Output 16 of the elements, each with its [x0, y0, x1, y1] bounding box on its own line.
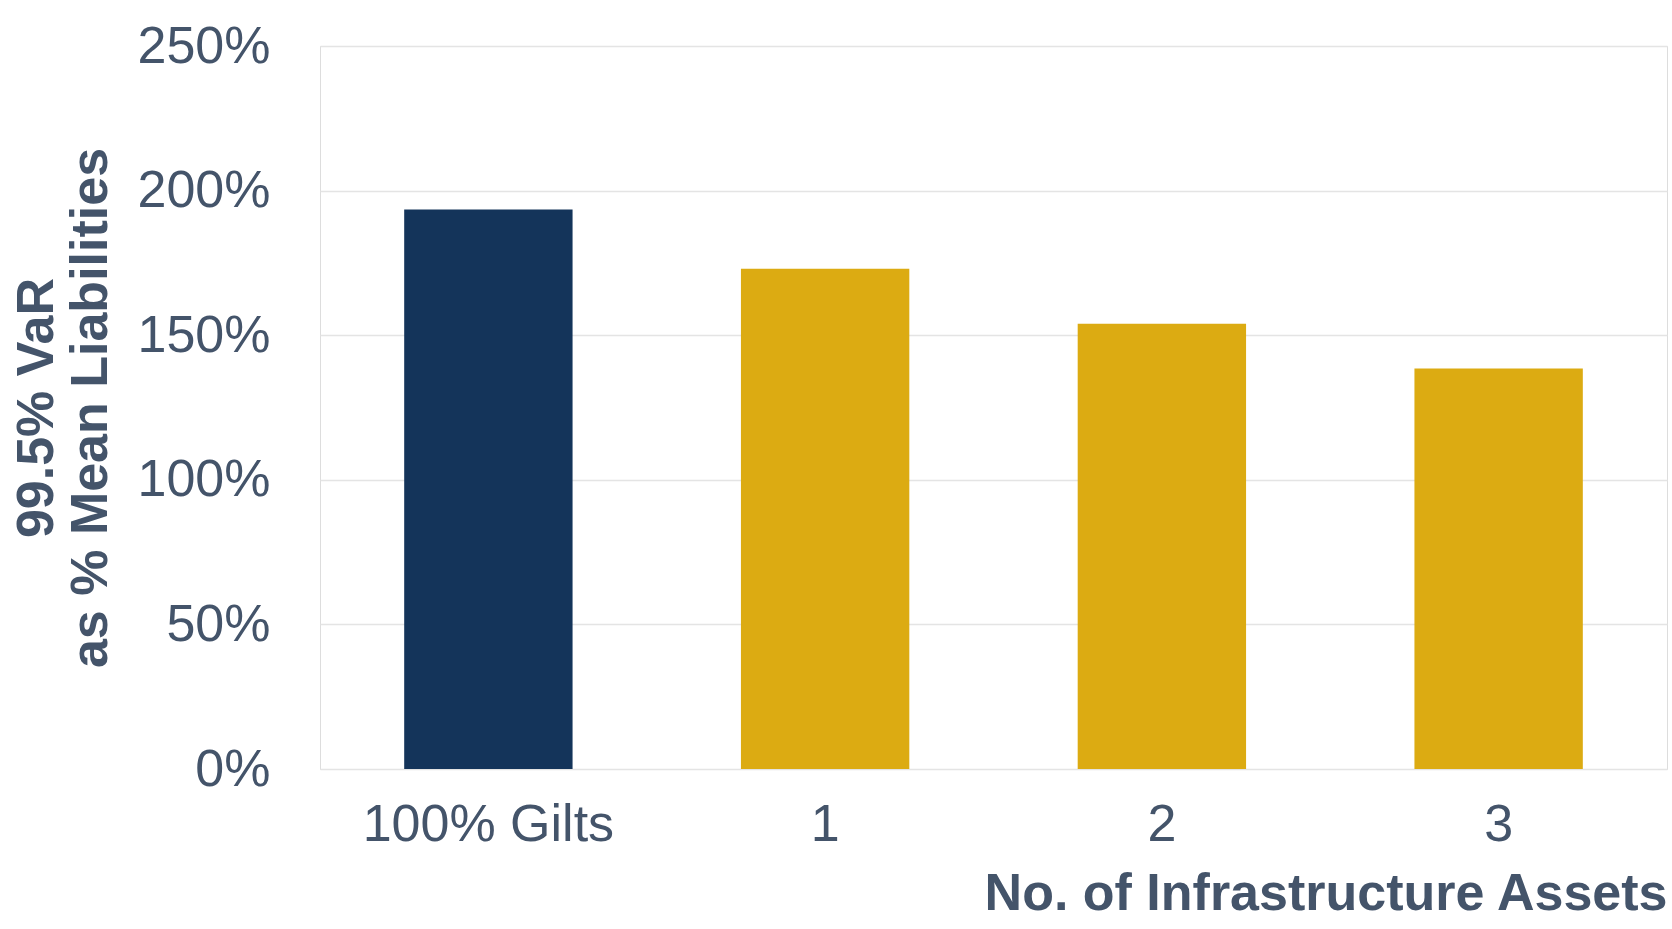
y-tick-label: 50%	[166, 593, 271, 652]
x-tick-label: 2	[1147, 793, 1177, 852]
x-tick-label: 1	[810, 793, 840, 852]
y-tick-label: 100%	[137, 449, 271, 508]
y-tick-label: 200%	[137, 160, 271, 219]
bar	[740, 268, 910, 769]
bar	[1414, 368, 1583, 769]
x-tick-label: 3	[1484, 793, 1514, 852]
x-axis-title: No. of Infrastructure Assets	[984, 862, 1668, 921]
bar	[404, 209, 573, 769]
bar	[1077, 323, 1247, 769]
y-tick-label: 0%	[195, 738, 271, 797]
x-tick-label: 100% Gilts	[362, 793, 615, 852]
y-tick-label: 250%	[137, 15, 271, 74]
y-tick-label: 150%	[137, 304, 271, 363]
y-axis-title: 99.5% VaR as % Mean Liabilities	[5, 147, 118, 669]
